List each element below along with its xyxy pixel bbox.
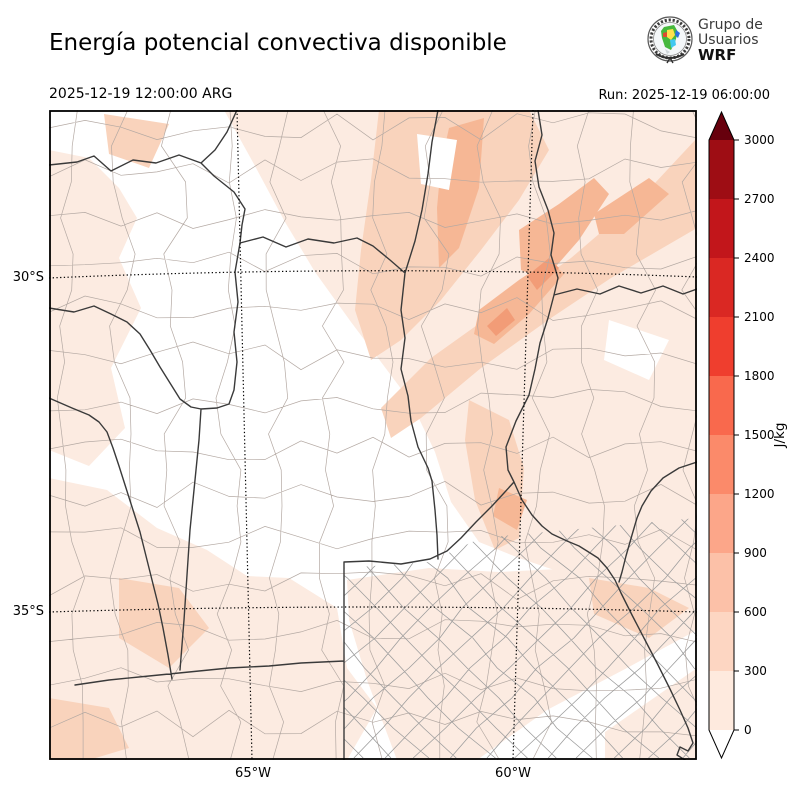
colorbar-svg: 0 300 600 900 1200 1500 1800 2100 2400 2…	[708, 110, 788, 760]
map-svg	[49, 110, 697, 760]
valid-time-label: 2025-12-19 12:00:00 ARG	[49, 86, 233, 102]
x-axis-label-65w: 65°W	[235, 766, 271, 781]
page-title: Energía potencial convectiva disponible	[49, 30, 507, 56]
y-axis-label-30s: 30°S	[12, 270, 44, 285]
logo-text-line1: Grupo de	[698, 17, 763, 33]
y-axis-label-35s: 35°S	[12, 604, 44, 619]
logo-text-line3: WRF	[698, 46, 737, 64]
colorbar-tick-label: 0	[744, 723, 752, 737]
map-canvas	[49, 110, 697, 760]
map-border	[49, 110, 697, 760]
buenosaires-partido-mesh	[344, 518, 697, 759]
colorbar-under-arrow	[709, 730, 734, 758]
colorbar-tick-label: 1500	[744, 428, 775, 442]
colorbar-tick-label: 1200	[744, 487, 775, 501]
wrf-logo: Grupo de Usuarios WRF	[634, 6, 794, 76]
logo-text-line2: Usuarios	[698, 32, 759, 48]
cape-shading-layer	[49, 110, 697, 760]
colorbar-ticks	[734, 139, 739, 731]
run-time-label: Run: 2025-12-19 06:00:00	[598, 88, 770, 103]
graticule-layer	[49, 110, 697, 760]
wrf-logo-emblem	[647, 16, 693, 64]
department-boundaries-layer	[49, 110, 697, 760]
colorbar-tick-label: 900	[744, 546, 767, 560]
colorbar-over-arrow	[709, 112, 734, 140]
colorbar-tick-label: 2100	[744, 310, 775, 324]
x-axis-label-60w: 60°W	[495, 766, 531, 781]
colorbar-tick-label: 2400	[744, 251, 775, 265]
colorbar-tick-label: 2700	[744, 192, 775, 206]
colorbar-units-label: J/kg	[772, 423, 788, 449]
colorbar-tick-label: 600	[744, 605, 767, 619]
province-boundaries-layer	[49, 110, 697, 760]
colorbar-tick-label: 3000	[744, 133, 775, 147]
colorbar-tick-labels: 0 300 600 900 1200 1500 1800 2100 2400 2…	[744, 133, 775, 737]
colorbar-segments	[709, 140, 734, 730]
colorbar: 0 300 600 900 1200 1500 1800 2100 2400 2…	[706, 104, 800, 776]
colorbar-tick-label: 300	[744, 664, 767, 678]
colorbar-tick-label: 1800	[744, 369, 775, 383]
